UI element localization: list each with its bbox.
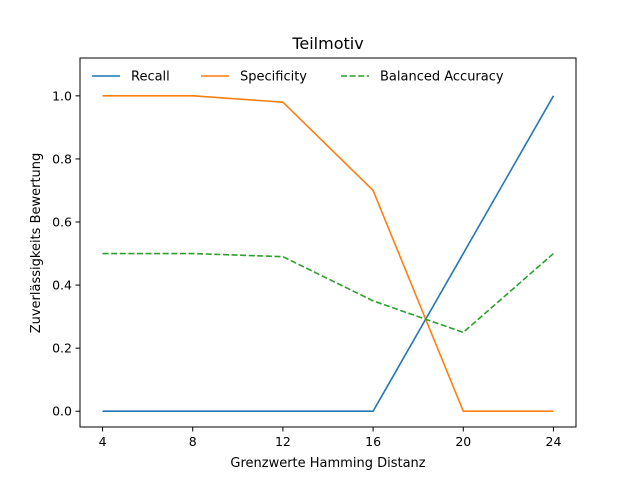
legend-label: Recall xyxy=(131,70,170,85)
y-axis-label: Zuverlässigkeits Bewertung xyxy=(29,153,44,334)
y-tick-label: 0.4 xyxy=(52,278,72,293)
x-axis-label: Grenzwerte Hamming Distanz xyxy=(230,456,425,471)
y-tick-label: 0.0 xyxy=(52,404,72,419)
series-line-3 xyxy=(102,252,554,334)
x-tick-label: 24 xyxy=(546,434,562,449)
legend: Recall Specificity Balanced Accuracy xyxy=(92,70,504,85)
y-tick-label: 0.2 xyxy=(52,341,72,356)
series-line-1 xyxy=(102,95,555,413)
legend-label: Specificity xyxy=(240,70,307,85)
y-tick-label: 0.8 xyxy=(52,151,72,166)
x-tick-label: 8 xyxy=(189,434,197,449)
x-tick-label: 20 xyxy=(455,434,471,449)
chart-title: Teilmotiv xyxy=(291,34,363,53)
x-tick-label: 12 xyxy=(275,434,291,449)
legend-label: Balanced Accuracy xyxy=(380,70,504,85)
series-line-2 xyxy=(102,95,554,413)
axes-frame xyxy=(79,57,577,428)
plot-area: 4 8 12 16 20 24 0.0 0.2 0.4 0.6 0.8 1.0 Recall Specif… xyxy=(52,57,577,449)
x-tick-label: 16 xyxy=(365,434,381,449)
y-tick-label: 0.6 xyxy=(52,215,72,230)
x-tick-label: 4 xyxy=(99,434,107,449)
y-tick-label: 1.0 xyxy=(52,88,72,103)
